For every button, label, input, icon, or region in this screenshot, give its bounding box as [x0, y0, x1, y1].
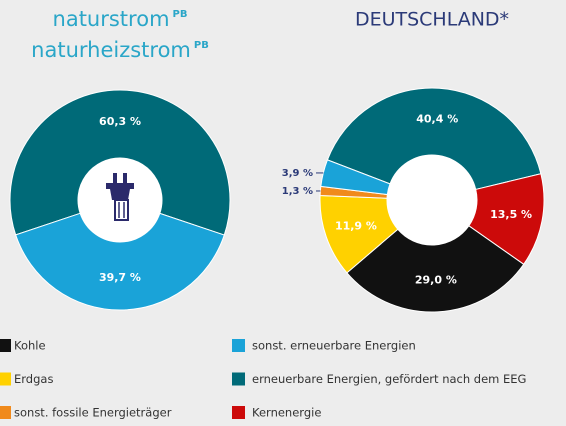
- title: DEUTSCHLAND*: [355, 9, 509, 31]
- plug-icon: [106, 173, 134, 221]
- data-label: 60,3 %: [99, 115, 141, 128]
- plug-body: [106, 183, 134, 189]
- legend-label: erneuerbare Energien, gefördert nach dem…: [252, 372, 526, 386]
- legend-swatch: [232, 339, 245, 352]
- data-label: 39,7 %: [99, 271, 141, 284]
- legend-swatch: [232, 406, 245, 419]
- title-text: naturstrom: [53, 7, 170, 31]
- plug-cable: [114, 199, 129, 221]
- donut-segment: [9, 89, 231, 236]
- charts: 60,3 % 39,7 % 40,4 % 13,5 % 29,0 % 11,9 % 1,3 …: [9, 87, 545, 313]
- legend-swatch: [232, 372, 245, 386]
- legend-label: sonst. erneuerbare Energien: [252, 339, 416, 353]
- donut-hole: [387, 155, 477, 245]
- data-label: 40,4 %: [416, 113, 458, 126]
- title-line: naturstrom PB: [53, 7, 188, 31]
- legend-label: Erdgas: [14, 372, 53, 386]
- legend-label: Kohle: [14, 339, 46, 353]
- data-label: 11,9 %: [335, 219, 377, 232]
- data-label: 3,9 %: [282, 168, 313, 179]
- title-superscript: PB: [173, 9, 188, 20]
- title-line: naturheizstrom PB: [31, 38, 209, 62]
- plug-body: [110, 189, 130, 200]
- legend-swatch: [0, 372, 11, 386]
- plug-pin: [113, 173, 117, 183]
- legend-swatch: [0, 406, 11, 419]
- legend-label: Kernenergie: [252, 406, 321, 420]
- data-label: 1,3 %: [282, 186, 313, 197]
- data-label: 13,5 %: [490, 208, 532, 221]
- plug-pin: [123, 173, 127, 183]
- title-superscript: PB: [194, 40, 209, 51]
- data-label: 29,0 %: [415, 273, 457, 286]
- title-text: naturheizstrom: [31, 38, 191, 62]
- donut-segment: [326, 87, 542, 191]
- legend-label: sonst. fossile Energieträger: [14, 406, 172, 420]
- legend-swatch: [0, 339, 11, 352]
